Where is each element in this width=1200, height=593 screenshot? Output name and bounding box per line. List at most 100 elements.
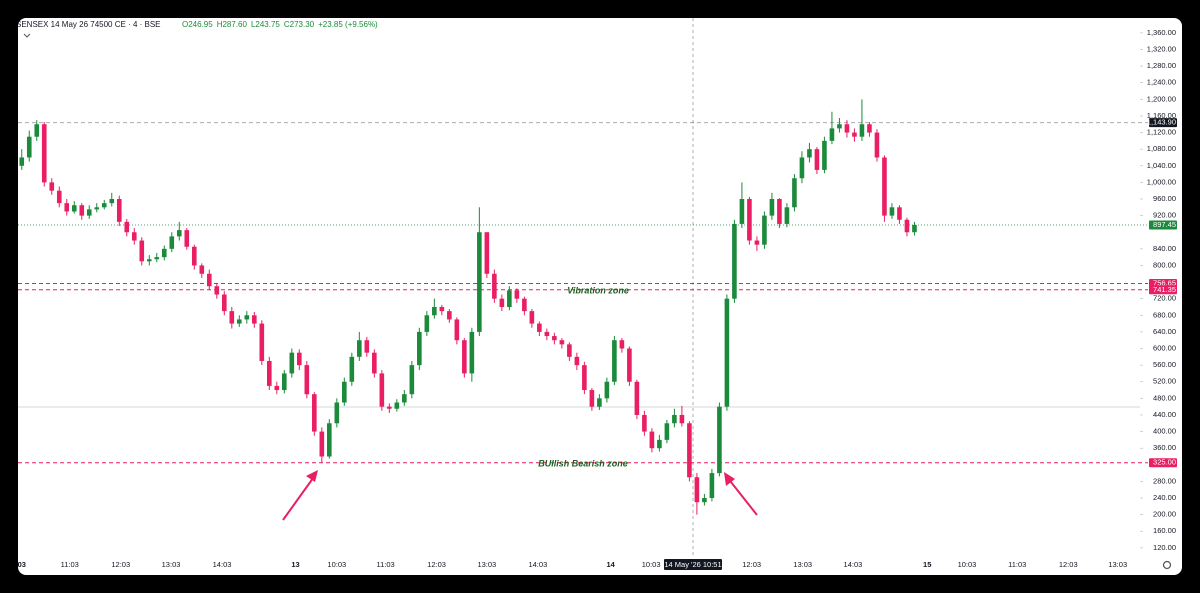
collapse-icon[interactable]: [23, 33, 31, 38]
candle-body: [161, 248, 167, 258]
price-label: 1,143.90: [1147, 118, 1176, 127]
candle-body: [176, 230, 182, 237]
candle-body: [252, 315, 257, 324]
candle-body: [559, 340, 565, 345]
candle-body: [139, 240, 145, 262]
candle-body: [859, 124, 865, 137]
candle-body: [612, 340, 617, 382]
candle-body: [567, 344, 572, 357]
candle-body: [702, 498, 707, 503]
candle-body: [56, 190, 62, 204]
y-tick-label: 520.00: [1153, 377, 1176, 386]
x-tick-label: 13:03: [477, 560, 496, 569]
candle-body: [184, 230, 190, 247]
y-tick-label: 560.00: [1153, 360, 1176, 369]
candle-body: [694, 477, 700, 503]
candle-body: [687, 423, 692, 478]
y-tick-label: 440.00: [1153, 410, 1176, 419]
ohlc-value: O246.95: [182, 20, 213, 29]
candle-body: [469, 331, 475, 374]
x-tick-label: 12:03: [111, 560, 130, 569]
arrow-head: [724, 472, 735, 486]
candle-body: [71, 205, 77, 212]
y-tick-label: 680.00: [1153, 310, 1176, 319]
y-tick-label: 1,040.00: [1147, 161, 1176, 170]
candle-body: [372, 352, 377, 374]
candle-body: [754, 240, 760, 245]
candle-body: [432, 306, 437, 316]
x-tick-label: 13: [291, 560, 299, 569]
candle-body: [327, 423, 332, 457]
candle-body: [634, 381, 640, 415]
candle-body: [537, 323, 542, 332]
x-tick-label: 10:03: [327, 560, 346, 569]
candle-body: [364, 340, 370, 353]
candle-body: [574, 356, 580, 366]
candle-body: [552, 336, 557, 341]
candle-body: [221, 294, 227, 312]
candle-body: [844, 124, 850, 133]
candle-body: [837, 124, 842, 129]
candle-body: [664, 423, 670, 440]
candle-body: [604, 381, 610, 399]
candle-body: [131, 232, 137, 241]
candle-body: [319, 431, 325, 457]
candle-body: [822, 140, 827, 170]
y-tick-label: 1,080.00: [1147, 144, 1176, 153]
candle-body: [807, 149, 812, 158]
candle-body: [792, 178, 797, 208]
y-tick-label: 240.00: [1153, 493, 1176, 502]
y-tick-label: 1,240.00: [1147, 78, 1176, 87]
y-tick-label: 1,160.00: [1147, 111, 1176, 120]
candle-body: [522, 298, 527, 312]
candle-body: [289, 352, 295, 374]
candle-body: [529, 311, 535, 324]
x-tick-label: 10:03: [642, 560, 661, 569]
candle-body: [739, 199, 745, 224]
y-tick-label: 1,200.00: [1147, 94, 1176, 103]
candle-body: [64, 203, 70, 212]
price-label: 325.00: [1153, 458, 1176, 467]
candle-body: [229, 311, 235, 324]
candle-body: [492, 273, 497, 299]
price-label-bg: [1149, 118, 1177, 128]
candle-body: [724, 298, 730, 407]
x-tick-label: 11:03: [61, 560, 79, 569]
ohlc-value: +23.85 (+9.56%): [318, 20, 378, 29]
x-tick-label: 12:03: [427, 560, 446, 569]
candle-body: [597, 398, 602, 407]
candle-body: [829, 128, 835, 141]
x-tick-label: 10:03: [958, 560, 977, 569]
settings-icon[interactable]: [1162, 560, 1172, 570]
candle-body: [41, 124, 47, 183]
y-tick-label: 920.00: [1153, 211, 1176, 220]
x-tick-label: 14:03: [213, 560, 232, 569]
ohlc-value: L243.75: [251, 20, 280, 29]
y-tick-label: 1,280.00: [1147, 61, 1176, 70]
candle-body: [897, 207, 902, 220]
y-tick-label: 200.00: [1153, 510, 1176, 519]
candle-body: [762, 215, 767, 245]
candle-body: [439, 306, 445, 312]
panel: SENSEX 14 May 26 74500 CE · 4 · BSE O246…: [18, 18, 1182, 575]
y-tick-label: 120.00: [1153, 543, 1176, 552]
candle-body: [154, 257, 160, 260]
x-tick-label: 15: [923, 560, 931, 569]
candle-body: [169, 236, 175, 249]
candle-body: [852, 132, 857, 137]
candle-body: [454, 319, 460, 341]
x-tick-label: 13:03: [793, 560, 812, 569]
x-tick-label: 12:03: [1059, 560, 1078, 569]
x-tick-label: 11:03: [1008, 560, 1026, 569]
candle-body: [101, 203, 107, 208]
candle-body: [86, 209, 92, 216]
labels: O246.95 H287.60 L243.75 C273.30 +23.85 (+9.5…: [18, 20, 1177, 570]
y-tick-label: 160.00: [1153, 526, 1176, 535]
y-tick-label: 840.00: [1153, 244, 1176, 253]
candle-body: [619, 340, 625, 349]
y-tick-label: 480.00: [1153, 393, 1176, 402]
candle-body: [236, 319, 242, 324]
y-tick-label: 1,000.00: [1147, 177, 1176, 186]
annotation: BUllish Bearish zone: [538, 458, 628, 468]
